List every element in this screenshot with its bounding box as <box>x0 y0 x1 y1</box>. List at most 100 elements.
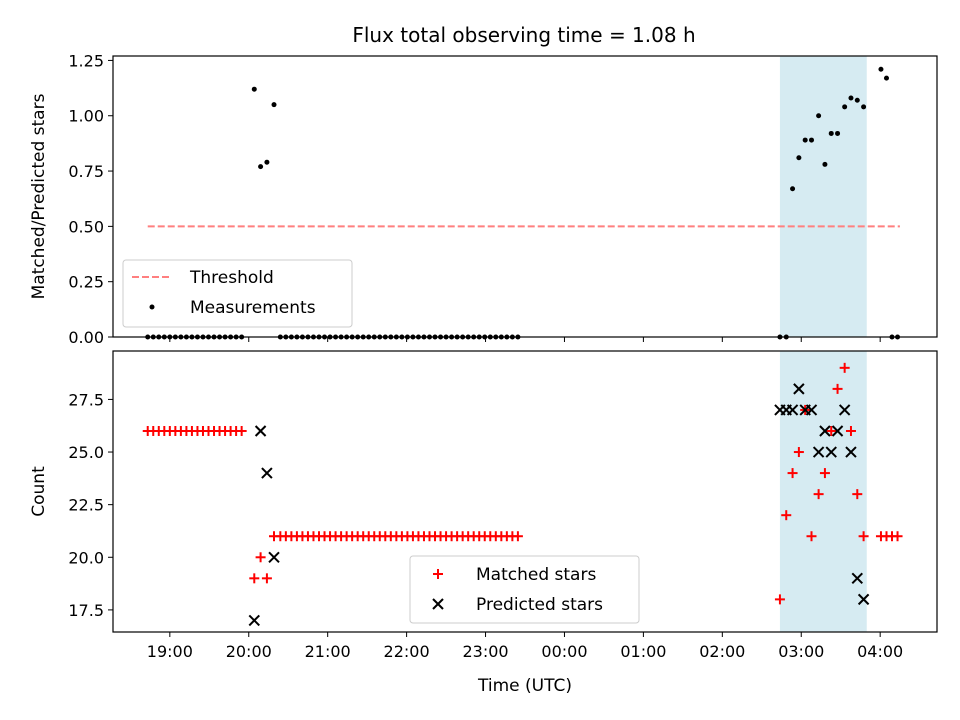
x-tick-label: 23:00 <box>462 642 508 661</box>
y-tick-label: 0.00 <box>68 328 104 347</box>
x-tick-label: 19:00 <box>147 642 193 661</box>
x-tick-label: 00:00 <box>541 642 587 661</box>
matched-star-point <box>832 383 843 394</box>
measurement-point <box>835 130 841 136</box>
y-tick-label: 20.0 <box>68 548 104 567</box>
matched-star-point <box>892 531 903 542</box>
legend-predicted-swatch <box>432 598 444 610</box>
bottom-axes-frame <box>112 350 938 633</box>
measurement-point <box>816 113 822 119</box>
bottom-axes-span <box>779 351 867 632</box>
legend-predicted-label: Predicted stars <box>476 595 603 615</box>
predicted-star-point <box>819 425 831 437</box>
measurement-point <box>842 104 848 110</box>
x-tick-label: 03:00 <box>778 642 824 661</box>
bottom-x-ticks: 19:00 20:00 21:00 22:00 23:00 00:00 01:00 02:00… <box>147 632 903 661</box>
predicted-star-point <box>851 572 863 585</box>
predicted-star-point <box>812 446 825 458</box>
predicted-stars-points <box>248 383 870 627</box>
bottom-axes: 17.5 20.0 22.5 25.0 27.5 19:00 20:00 21:00 22:0… <box>29 350 938 696</box>
y-tick-label: 0.25 <box>68 273 104 292</box>
measurement-point <box>264 159 270 165</box>
top-axes-span <box>779 56 867 337</box>
top-legend: Threshold Measurements <box>122 259 353 328</box>
measurement-point <box>828 130 834 136</box>
top-y-ticks: 0.00 0.25 0.50 0.75 1.00 1.25 <box>68 51 113 347</box>
x-tick-label: 22:00 <box>384 642 430 661</box>
predicted-star-point <box>825 446 837 458</box>
predicted-star-point <box>831 425 844 437</box>
predicted-star-point <box>793 383 805 395</box>
matched-star-point <box>512 531 523 542</box>
matched-star-point <box>839 362 850 373</box>
y-tick-label: 1.00 <box>68 107 104 126</box>
legend-measurements-label: Measurements <box>190 298 316 318</box>
matched-star-point <box>793 447 804 458</box>
matched-star-point <box>858 531 869 542</box>
matched-star-point <box>249 573 260 584</box>
predicted-star-point <box>857 593 870 606</box>
measurement-point <box>802 137 808 143</box>
top-axes-frame <box>112 55 938 338</box>
matched-star-point <box>819 468 830 479</box>
measurement-point <box>809 137 815 143</box>
measurement-point <box>796 155 802 161</box>
legend-matched-label: Matched stars <box>476 565 596 585</box>
matched-star-point <box>806 531 817 542</box>
measurement-point <box>251 86 257 92</box>
measurement-point <box>883 75 889 81</box>
y-tick-label: 25.0 <box>68 443 104 462</box>
top-axes: 0.00 0.25 0.50 0.75 1.00 1.25 Matched/Predict… <box>29 51 938 347</box>
measurement-point <box>271 102 277 108</box>
matched-star-point <box>787 468 798 479</box>
measurement-point <box>790 186 796 192</box>
predicted-star-point <box>845 446 857 458</box>
matched-star-point <box>774 594 785 605</box>
y-tick-label: 17.5 <box>68 601 104 620</box>
bottom-y-axis-label: Count <box>29 466 49 517</box>
legend-threshold-label: Threshold <box>189 268 274 288</box>
x-tick-label: 20:00 <box>226 642 272 661</box>
matched-star-point <box>826 425 837 436</box>
matched-star-point <box>255 552 266 563</box>
matched-star-point <box>236 425 247 436</box>
x-axis-label: Time (UTC) <box>477 676 572 696</box>
x-tick-label: 04:00 <box>857 642 903 661</box>
predicted-star-point <box>261 467 273 479</box>
matched-star-point <box>813 489 824 500</box>
bottom-legend-box <box>409 555 640 624</box>
legend-measurements-swatch <box>149 304 155 310</box>
x-tick-label: 21:00 <box>305 642 351 661</box>
predicted-star-point <box>838 404 851 416</box>
matched-star-point <box>852 489 863 500</box>
y-tick-label: 27.5 <box>68 390 104 409</box>
x-tick-label: 01:00 <box>620 642 666 661</box>
top-legend-box <box>122 259 353 328</box>
top-y-axis-label: Matched/Predicted stars <box>29 93 49 299</box>
measurement-point <box>878 66 884 72</box>
matched-stars-points <box>142 362 903 605</box>
predicted-star-point <box>268 551 280 563</box>
bottom-y-ticks: 17.5 20.0 22.5 25.0 27.5 <box>68 390 113 620</box>
bottom-legend: Matched stars Predicted stars <box>409 555 640 624</box>
measurement-point <box>861 104 867 110</box>
y-tick-label: 0.50 <box>68 217 104 236</box>
predicted-star-point <box>248 614 260 627</box>
measurement-point <box>258 164 264 170</box>
y-tick-label: 1.25 <box>68 51 104 70</box>
predicted-star-point <box>786 404 799 416</box>
matched-star-point <box>845 425 856 436</box>
measurement-point <box>848 95 854 101</box>
y-tick-label: 22.5 <box>68 496 104 515</box>
top-x-ticks <box>169 337 881 342</box>
x-tick-label: 02:00 <box>699 642 745 661</box>
predicted-star-point <box>254 425 267 437</box>
matched-star-point <box>261 573 272 584</box>
y-tick-label: 0.75 <box>68 162 104 181</box>
matched-star-point <box>781 510 792 521</box>
predicted-star-point <box>805 404 818 416</box>
legend-matched-swatch <box>433 569 443 579</box>
measurement-point <box>822 161 828 167</box>
measurement-point <box>854 97 860 103</box>
